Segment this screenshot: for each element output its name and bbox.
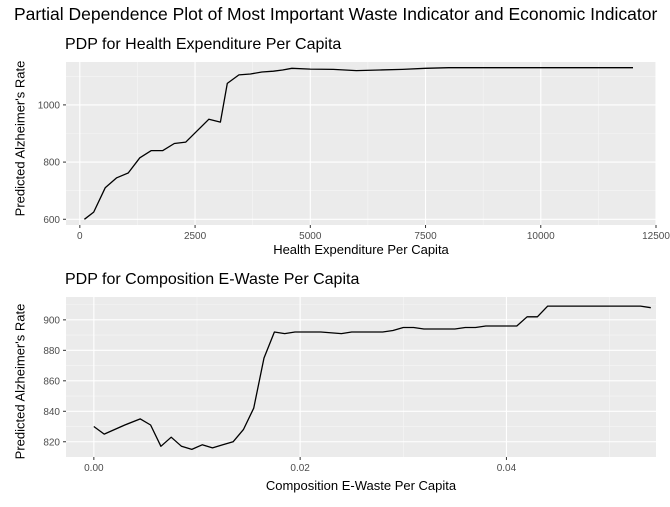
y-tick-label: 860: [43, 376, 60, 387]
x-tick-label: 10000: [527, 231, 555, 242]
panel-health-expenditure: PDP for Health Expenditure Per Capita Pr…: [0, 0, 670, 257]
x-tick-label: 0.02: [290, 463, 310, 474]
chart-health-expenditure: 0 2500 5000 7500 10000 12500 600 800 1000: [38, 62, 670, 242]
x-tick-label: 2500: [184, 231, 207, 242]
plot-panel: [66, 297, 656, 457]
x-tick-label: 0.04: [497, 463, 517, 474]
x-tick-label: 0: [77, 231, 83, 242]
x-tick-label: 7500: [414, 231, 437, 242]
plot-panel: [66, 62, 656, 225]
y-tick-label: 840: [43, 407, 60, 418]
x-axis-label: Health Expenditure Per Capita: [273, 242, 449, 257]
x-tick-label: 0.00: [84, 463, 104, 474]
x-axis-label: Composition E-Waste Per Capita: [265, 478, 457, 493]
y-tick-label: 880: [43, 346, 60, 357]
y-tick-label: 820: [43, 437, 60, 448]
figure-title: Partial Dependence Plot of Most Importan…: [14, 4, 658, 24]
y-tick-label: 800: [43, 158, 60, 169]
x-tick-label: 5000: [299, 231, 322, 242]
panel-title: PDP for Composition E-Waste Per Capita: [65, 271, 360, 288]
series-line: [84, 67, 633, 220]
y-tick-label: 600: [43, 215, 60, 226]
y-tick-label: 1000: [38, 100, 61, 111]
series-line: [93, 305, 651, 451]
panel-title: PDP for Health Expenditure Per Capita: [65, 36, 342, 53]
y-tick-label: 900: [43, 315, 60, 326]
x-tick-label: 12500: [642, 231, 670, 242]
